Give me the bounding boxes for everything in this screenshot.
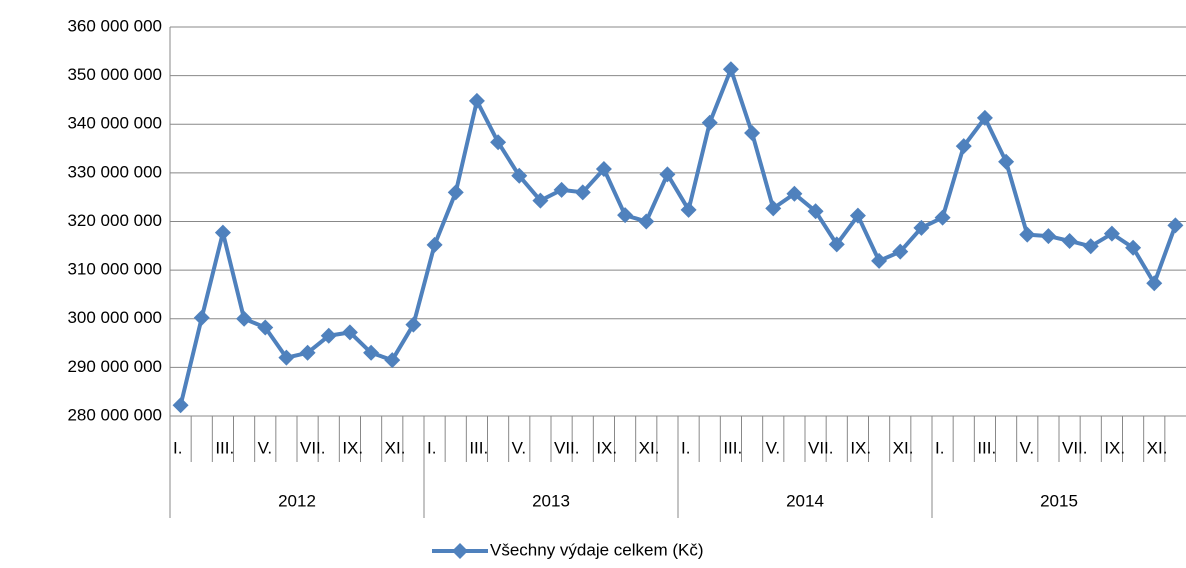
y-tick-label: 350 000 000 [67,65,162,84]
marker [1061,232,1078,249]
marker [341,324,358,341]
marker [913,219,930,236]
marker [638,213,655,230]
marker [744,125,761,142]
x-tick-label: XI. [385,438,406,457]
marker [363,344,380,361]
x-tick-label: IX. [596,438,617,457]
marker [595,160,612,177]
x-tick-label: IX. [850,438,871,457]
marker [278,349,295,366]
marker [786,185,803,202]
marker [574,184,591,201]
marker [701,114,718,131]
marker [426,236,443,253]
x-group-label: 2014 [786,491,824,510]
marker [934,209,951,226]
marker [892,243,909,260]
y-tick-label: 300 000 000 [67,308,162,327]
x-tick-label: V. [258,438,273,457]
marker [1019,226,1036,243]
x-tick-label: IX. [1104,438,1125,457]
marker [617,207,634,224]
y-tick-label: 280 000 000 [67,405,162,424]
legend-label: Všechny výdaje celkem (Kč) [490,540,704,559]
marker [172,397,189,414]
marker [1103,225,1120,242]
x-tick-label: V. [1020,438,1035,457]
marker [1167,217,1184,234]
marker [490,134,507,151]
marker [1040,228,1057,245]
marker [257,319,274,336]
marker [828,236,845,253]
x-tick-label: VII. [554,438,580,457]
x-tick-label: VII. [1062,438,1088,457]
marker [236,310,253,327]
marker [553,181,570,198]
marker [384,352,401,369]
x-tick-label: V. [766,438,781,457]
x-tick-label: III. [977,438,996,457]
x-tick-label: I. [681,438,690,457]
marker [849,207,866,224]
y-tick-label: 320 000 000 [67,211,162,230]
marker [405,316,422,333]
x-tick-label: XI. [1147,438,1168,457]
y-tick-label: 340 000 000 [67,114,162,133]
marker [807,203,824,220]
marker [1146,275,1163,292]
x-tick-label: III. [723,438,742,457]
x-group-label: 2012 [278,491,316,510]
y-tick-label: 290 000 000 [67,357,162,376]
legend-marker [452,543,468,559]
marker [193,309,210,326]
y-tick-label: 330 000 000 [67,162,162,181]
x-tick-label: I. [173,438,182,457]
x-tick-label: XI. [893,438,914,457]
marker [722,61,739,78]
marker [1082,238,1099,255]
x-tick-label: IX. [342,438,363,457]
marker [680,201,697,218]
marker [871,252,888,269]
marker [765,200,782,217]
marker [299,344,316,361]
x-group-label: 2013 [532,491,570,510]
x-tick-label: VII. [300,438,326,457]
y-tick-label: 360 000 000 [67,16,162,35]
marker [659,166,676,183]
x-tick-label: VII. [808,438,834,457]
x-tick-label: I. [935,438,944,457]
marker [511,167,528,184]
marker [468,92,485,109]
x-tick-label: I. [427,438,436,457]
marker [998,153,1015,170]
marker [1125,239,1142,256]
x-group-label: 2015 [1040,491,1078,510]
marker [214,224,231,241]
marker [976,109,993,126]
x-tick-label: III. [469,438,488,457]
marker [447,184,464,201]
marker [955,138,972,155]
x-tick-label: XI. [639,438,660,457]
marker [532,192,549,209]
y-tick-label: 310 000 000 [67,260,162,279]
marker [320,327,337,344]
x-tick-label: V. [512,438,527,457]
x-tick-label: III. [215,438,234,457]
